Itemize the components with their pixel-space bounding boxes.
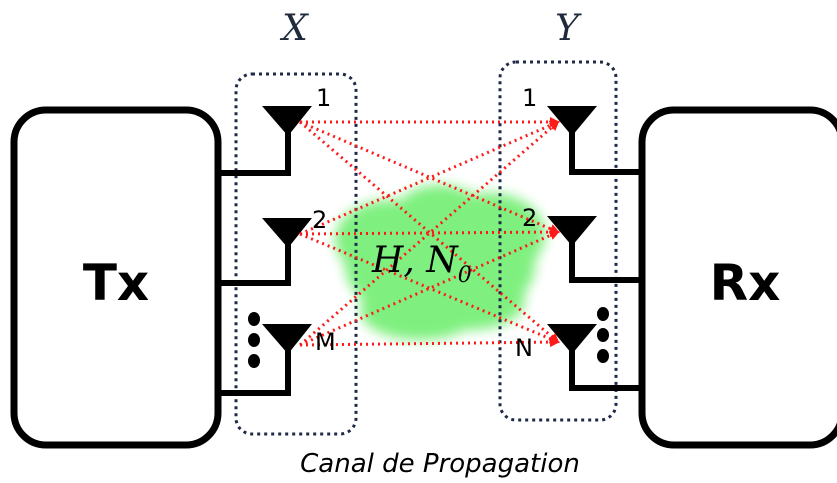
- ray-1-n: [299, 120, 560, 344]
- tx-feed-lines: [215, 127, 291, 396]
- tx-array-outline: [234, 72, 358, 436]
- channel-subscript: 0: [458, 263, 472, 288]
- rx-antenna-1-icon: [547, 106, 597, 136]
- rx-label: Rx: [710, 254, 781, 312]
- tx-antenna-1-icon: [262, 106, 312, 136]
- ray-2-n: [299, 232, 560, 344]
- tx-antenna-1-label: 1: [316, 84, 331, 112]
- tx-antenna-m-label: M: [315, 328, 336, 356]
- tx-label: Tx: [83, 254, 149, 312]
- ray-m-2: [299, 230, 560, 347]
- rx-array-outline: [498, 60, 618, 422]
- ray-m-n: [299, 337, 560, 348]
- channel-h-label: H, N: [371, 240, 459, 281]
- rx-antenna-n-label: N: [515, 334, 533, 362]
- channel-cloud: [335, 185, 545, 340]
- ray-2-2: [299, 227, 560, 238]
- tx-antenna-2-icon: [262, 218, 312, 248]
- rx-array-label: Y: [555, 8, 582, 49]
- rx-ellipsis-icon: [597, 307, 609, 363]
- tx-ellipsis-icon: [248, 312, 260, 368]
- tx-antenna-m-icon: [262, 324, 312, 354]
- tx-box: [10, 106, 222, 449]
- rx-feed-lines: [569, 127, 645, 391]
- channel-label: H, N0: [371, 240, 472, 288]
- tx-array-label: X: [279, 8, 309, 49]
- propagation-rays: [299, 117, 560, 348]
- rx-antenna-2-label: 2: [522, 204, 537, 232]
- rx-antenna-1-label: 1: [522, 84, 537, 112]
- tx-antenna-2-label: 2: [312, 206, 327, 234]
- ray-2-1: [299, 120, 560, 236]
- channel-caption: Canal de Propagation: [300, 449, 580, 479]
- rx-antenna-2-icon: [547, 216, 597, 246]
- rx-antenna-n-icon: [547, 324, 597, 354]
